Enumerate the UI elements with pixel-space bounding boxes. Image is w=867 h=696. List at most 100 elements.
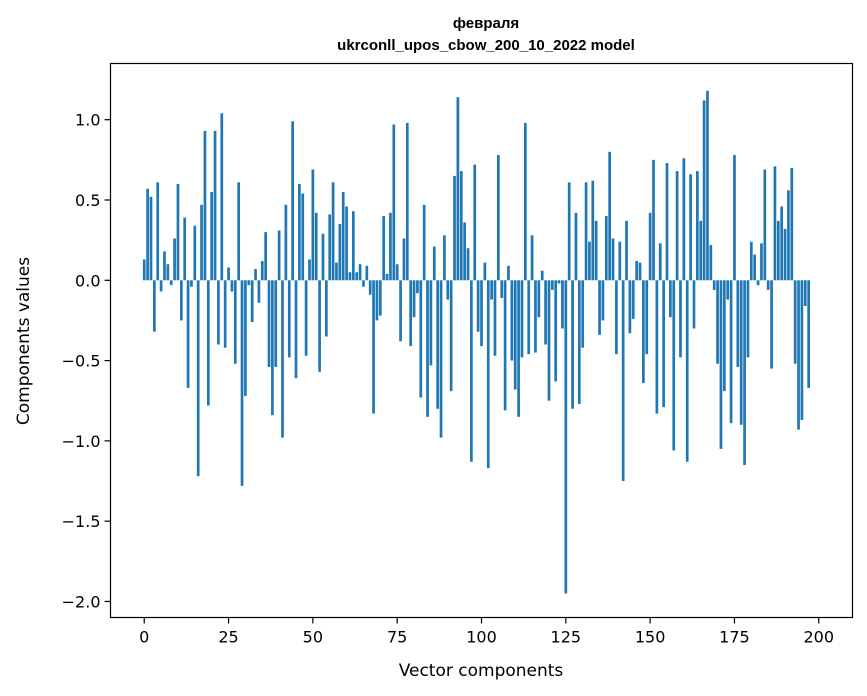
bar-82 [419, 280, 423, 398]
bar-37 [267, 280, 271, 367]
bar-91 [449, 280, 453, 392]
plot-frame [109, 62, 854, 619]
bar-144 [628, 280, 632, 334]
bar-97 [470, 280, 473, 462]
bar-55 [328, 214, 332, 281]
bar-10 [176, 183, 180, 281]
bar-52 [318, 280, 321, 372]
bar-11 [179, 280, 183, 321]
bar-123 [557, 280, 561, 284]
bar-145 [631, 280, 635, 319]
bar-184 [763, 169, 767, 281]
bar-134 [594, 220, 598, 281]
bar-151 [652, 159, 655, 281]
x-tick-label: 25 [218, 628, 238, 647]
bar-160 [682, 158, 686, 281]
bar-196 [803, 280, 807, 306]
y-tick-label: −2.0 [62, 592, 101, 611]
y-tick-label: −1.0 [62, 432, 101, 451]
x-tick-label: 100 [466, 628, 497, 647]
bar-109 [510, 280, 514, 361]
bar-84 [426, 280, 429, 417]
bar-167 [706, 90, 709, 281]
bar-143 [625, 220, 628, 281]
bar-173 [726, 280, 730, 300]
bar-62 [351, 211, 355, 281]
chart-title-line1: февраля [453, 15, 519, 32]
bar-95 [463, 222, 466, 281]
y-tick-label: 1.0 [75, 111, 100, 130]
bar-157 [672, 280, 676, 451]
bar-104 [493, 280, 497, 356]
bars-group [142, 90, 811, 594]
bar-57 [335, 262, 338, 281]
bar-133 [591, 180, 595, 281]
bar-38 [271, 280, 274, 416]
bar-22 [217, 280, 220, 345]
bar-112 [520, 280, 524, 358]
bar-46 [298, 183, 301, 281]
bar-36 [264, 232, 267, 281]
bar-126 [567, 182, 571, 281]
bar-6 [163, 251, 166, 281]
y-tick-label: 0.5 [75, 191, 100, 210]
bar-58 [338, 224, 342, 281]
bar-75 [395, 264, 399, 281]
bar-175 [733, 155, 736, 281]
bar-158 [675, 171, 679, 281]
bar-3 [153, 280, 156, 332]
bar-93 [456, 97, 460, 281]
bar-128 [574, 212, 578, 281]
bar-186 [770, 280, 773, 369]
bar-107 [503, 280, 507, 411]
bar-111 [517, 280, 520, 417]
bar-197 [807, 280, 811, 388]
bar-131 [584, 182, 588, 281]
bar-78 [405, 122, 409, 281]
bar-136 [601, 280, 605, 321]
bar-148 [642, 280, 645, 384]
bar-102 [486, 280, 490, 469]
y-tick-label: −0.5 [62, 352, 101, 371]
bar-189 [780, 206, 784, 281]
bar-110 [513, 280, 517, 390]
bar-70 [378, 280, 382, 316]
bar-43 [287, 280, 291, 358]
bar-165 [699, 220, 703, 281]
bar-59 [341, 191, 345, 281]
bar-140 [615, 280, 618, 355]
bar-13 [186, 280, 190, 388]
bar-61 [348, 272, 352, 281]
y-tick-label: 0.0 [75, 271, 100, 290]
bar-154 [662, 280, 665, 408]
bar-92 [453, 175, 456, 281]
bar-79 [409, 280, 413, 347]
bar-72 [385, 273, 389, 281]
bar-30 [244, 280, 247, 396]
bar-113 [524, 122, 527, 281]
bar-33 [254, 269, 257, 281]
bar-0 [142, 259, 146, 281]
bar-77 [402, 238, 406, 281]
bar-142 [621, 280, 625, 481]
bar-66 [365, 265, 369, 281]
bar-172 [722, 280, 726, 392]
bar-169 [712, 280, 716, 290]
bar-122 [554, 280, 558, 382]
bar-141 [618, 241, 622, 281]
bar-63 [355, 272, 359, 281]
bar-187 [773, 166, 777, 281]
bar-174 [729, 280, 733, 424]
bar-96 [466, 248, 470, 281]
bar-4 [156, 182, 160, 281]
bar-69 [375, 280, 379, 321]
bar-8 [169, 280, 173, 286]
y-axis-label: Components values [14, 257, 34, 425]
bar-9 [173, 238, 176, 281]
chart-title-line2: ukrconll_upos_cbow_200_10_2022 model [337, 37, 635, 54]
bar-51 [314, 212, 318, 281]
bar-121 [550, 280, 554, 290]
bar-162 [689, 174, 692, 281]
bar-24 [223, 280, 227, 348]
bar-156 [669, 280, 672, 318]
